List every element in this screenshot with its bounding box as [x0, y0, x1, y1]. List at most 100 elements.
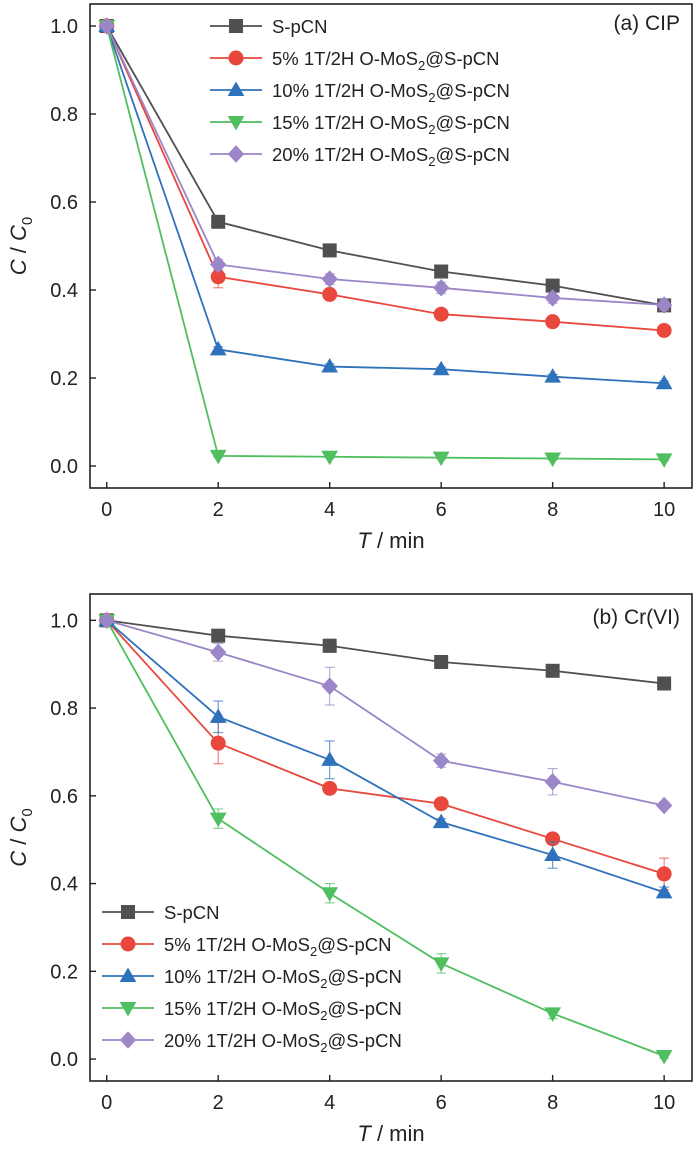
data-point [322, 780, 338, 796]
data-point [321, 677, 338, 695]
series-line [105, 25, 665, 306]
series-line [106, 619, 665, 807]
data-point [210, 643, 227, 662]
y-tick-label: 0.4 [50, 280, 78, 302]
data-point [656, 322, 672, 338]
data-point [655, 374, 673, 390]
legend-label: 20% 1T/2H O-MoS2@S-pCN [272, 144, 510, 169]
x-tick-label: 0 [101, 1092, 112, 1114]
data-point [209, 812, 227, 828]
data-point [544, 1007, 562, 1022]
x-tick-label: 2 [213, 499, 224, 521]
y-tick-label: 1.0 [50, 610, 78, 632]
legend: S-pCN 5% 1T/2H O-MoS2@S-pCN 10% 1T/2H O-Mo… [210, 16, 510, 169]
legend-marker [120, 936, 136, 952]
series-3 [98, 611, 673, 899]
panel-label: (a) CIP [613, 12, 680, 35]
legend-label: 10% 1T/2H O-MoS2@S-pCN [272, 80, 510, 105]
legend-label: 15% 1T/2H O-MoS2@S-pCN [272, 112, 510, 137]
data-point [432, 279, 450, 297]
data-point [210, 255, 227, 274]
legend-marker [227, 145, 245, 163]
y-tick-label: 0.6 [50, 786, 78, 808]
series-line [106, 619, 665, 685]
data-point [209, 340, 227, 356]
plot-frame [89, 3, 693, 489]
y-tick-label: 0.2 [50, 961, 78, 983]
x-tick-label: 8 [547, 499, 558, 521]
data-point [544, 773, 561, 791]
y-tick-label: 1.0 [50, 16, 78, 38]
legend-marker [121, 905, 135, 919]
data-point [321, 270, 338, 288]
data-point [432, 813, 450, 829]
data-point [322, 243, 337, 258]
x-tick-label: 10 [653, 1092, 675, 1114]
data-point [432, 751, 450, 770]
data-point [321, 450, 339, 466]
data-point [544, 368, 562, 383]
y-tick-label: 0.2 [50, 368, 78, 390]
data-point [432, 360, 450, 376]
data-point [434, 655, 449, 670]
legend-entry: S-pCN [102, 902, 220, 923]
series-line [105, 25, 665, 307]
data-point [321, 751, 339, 766]
legend-marker [119, 967, 137, 982]
y-tick-label: 0.0 [50, 1049, 78, 1071]
legend-label: S-pCN [164, 902, 220, 923]
y-tick-label: 0.8 [50, 698, 78, 720]
data-point [322, 638, 337, 653]
x-tick-label: 10 [653, 499, 675, 521]
x-axis-title: T / min [357, 1121, 424, 1146]
data-point [210, 735, 226, 751]
data-point [544, 289, 561, 307]
data-point [545, 314, 561, 330]
x-tick-label: 8 [547, 1092, 558, 1114]
series-line [105, 25, 665, 385]
series-line [106, 619, 665, 875]
data-point [211, 214, 226, 229]
data-point [655, 796, 673, 815]
data-point [432, 451, 450, 467]
legend-entry: 15% 1T/2H O-MoS2@S-pCN [210, 112, 510, 137]
legend-entry: 15% 1T/2H O-MoS2@S-pCN [102, 998, 402, 1023]
series-4 [98, 614, 673, 1065]
data-point [544, 846, 562, 862]
legend-marker [119, 1031, 137, 1049]
y-tick-label: 0.0 [50, 456, 78, 478]
y-tick-label: 0.4 [50, 874, 78, 896]
legend-marker [227, 116, 245, 131]
legend-label: 5% 1T/2H O-MoS2@S-pCN [272, 48, 500, 73]
y-axis-title: C / C0 [6, 808, 36, 866]
legend-label: S-pCN [272, 16, 328, 37]
data-point [545, 663, 560, 678]
series-4 [98, 20, 673, 468]
legend-marker [227, 81, 245, 96]
chart-panel-a: 0 2 4 6 8 10 0.0 0.2 0.4 0.6 0.8 1.0 T / min C / C0 (a… [6, 3, 693, 553]
series-line [105, 25, 665, 461]
x-tick-label: 4 [324, 1092, 335, 1114]
y-tick-label: 0.6 [50, 192, 78, 214]
data-point [322, 286, 338, 302]
legend-entry: 5% 1T/2H O-MoS2@S-pCN [102, 934, 392, 959]
legend-entry: 5% 1T/2H O-MoS2@S-pCN [210, 48, 500, 73]
data-point [209, 449, 227, 465]
legend-entry: 20% 1T/2H O-MoS2@S-pCN [210, 144, 510, 169]
data-point [544, 452, 562, 468]
series-line [106, 619, 665, 894]
x-tick-label: 0 [101, 499, 112, 521]
data-point [656, 866, 672, 882]
data-point [209, 708, 227, 723]
x-tick-label: 2 [213, 1092, 224, 1114]
data-point [321, 358, 339, 373]
y-axis-title: C / C0 [6, 217, 36, 275]
legend-entry: 10% 1T/2H O-MoS2@S-pCN [210, 80, 510, 105]
data-point [433, 306, 449, 322]
data-point [657, 676, 672, 691]
data-point [655, 453, 673, 468]
legend: S-pCN 5% 1T/2H O-MoS2@S-pCN 10% 1T/2H O-Mo… [102, 902, 402, 1055]
series-1 [99, 613, 672, 691]
data-point [211, 628, 226, 643]
